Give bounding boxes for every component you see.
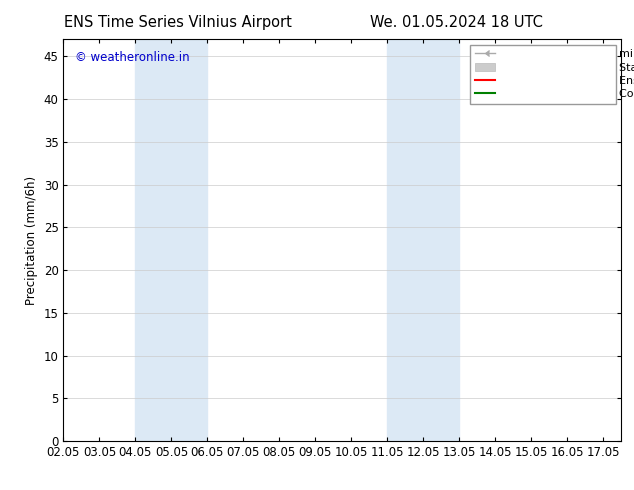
Text: © weatheronline.in: © weatheronline.in [75,51,189,64]
Bar [387,39,460,441]
Y-axis label: Precipitation (mm/6h): Precipitation (mm/6h) [25,175,38,305]
Text: ENS Time Series Vilnius Airport: ENS Time Series Vilnius Airport [63,15,292,30]
Bar [136,39,207,441]
Text: We. 01.05.2024 18 UTC: We. 01.05.2024 18 UTC [370,15,543,30]
Legend: min/max, Standard deviation, Ensemble mean run, Controll run: min/max, Standard deviation, Ensemble me… [470,45,616,104]
